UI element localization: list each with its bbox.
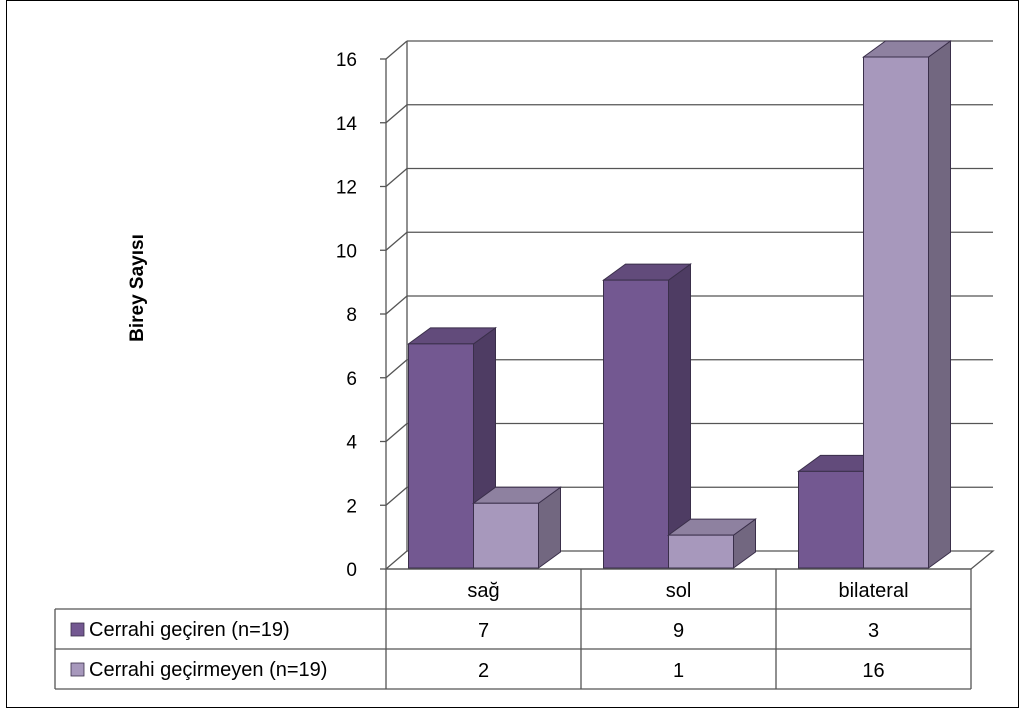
bar-front	[668, 534, 734, 569]
y-tick-label: 6	[346, 369, 357, 390]
gridline-side	[385, 359, 408, 379]
bars	[406, 40, 953, 569]
data-table-value: 1	[673, 660, 684, 682]
data-table: sağ sol bilateral Cerrahi geçiren (n=19) 7 9 3…	[54, 568, 972, 690]
x-category-label: sol	[666, 580, 692, 602]
y-tick-label: 16	[336, 50, 357, 71]
data-table-value: 16	[862, 660, 884, 682]
bar-front	[408, 343, 474, 569]
x-category-label: sağ	[467, 580, 499, 602]
data-table-value: 2	[478, 660, 489, 682]
y-axis-ticks: 0 2 4 6 8 10 12 14 16	[336, 50, 386, 581]
bar-side	[928, 40, 951, 569]
gridline-side	[385, 486, 408, 506]
chart-frame	[6, 0, 1019, 708]
gridline-side	[385, 295, 408, 315]
data-table-value: 9	[673, 620, 684, 642]
bar	[861, 40, 953, 569]
legend-swatch	[70, 662, 85, 677]
bar	[666, 518, 758, 569]
gridline-side	[385, 423, 408, 442]
data-table-value: 3	[868, 620, 879, 642]
y-tick-label: 10	[336, 241, 357, 262]
gridline-side	[385, 231, 408, 251]
legend-label: Cerrahi geçirmeyen (n=19)	[89, 659, 327, 681]
y-tick-label: 2	[346, 496, 357, 517]
x-category-label: bilateral	[838, 580, 908, 602]
legend-label: Cerrahi geçiren (n=19)	[89, 619, 290, 641]
bar	[471, 486, 563, 569]
legend-swatch	[70, 622, 85, 637]
y-tick-label: 12	[336, 178, 357, 199]
bar-front	[863, 56, 929, 569]
y-tick-label: 14	[336, 114, 358, 135]
y-axis-label: Birey Sayısı	[127, 234, 148, 342]
bar-front	[603, 279, 669, 569]
y-tick-label: 0	[346, 560, 357, 581]
y-tick-label: 4	[346, 433, 357, 454]
bar-front	[798, 470, 864, 569]
gridline-side	[385, 40, 408, 60]
bar	[601, 263, 693, 569]
bar	[406, 326, 498, 569]
bar-front	[473, 502, 539, 569]
gridline-side	[385, 168, 408, 187]
gridline-side	[385, 104, 408, 124]
y-tick-label: 8	[346, 305, 357, 326]
data-table-value: 7	[478, 620, 489, 642]
